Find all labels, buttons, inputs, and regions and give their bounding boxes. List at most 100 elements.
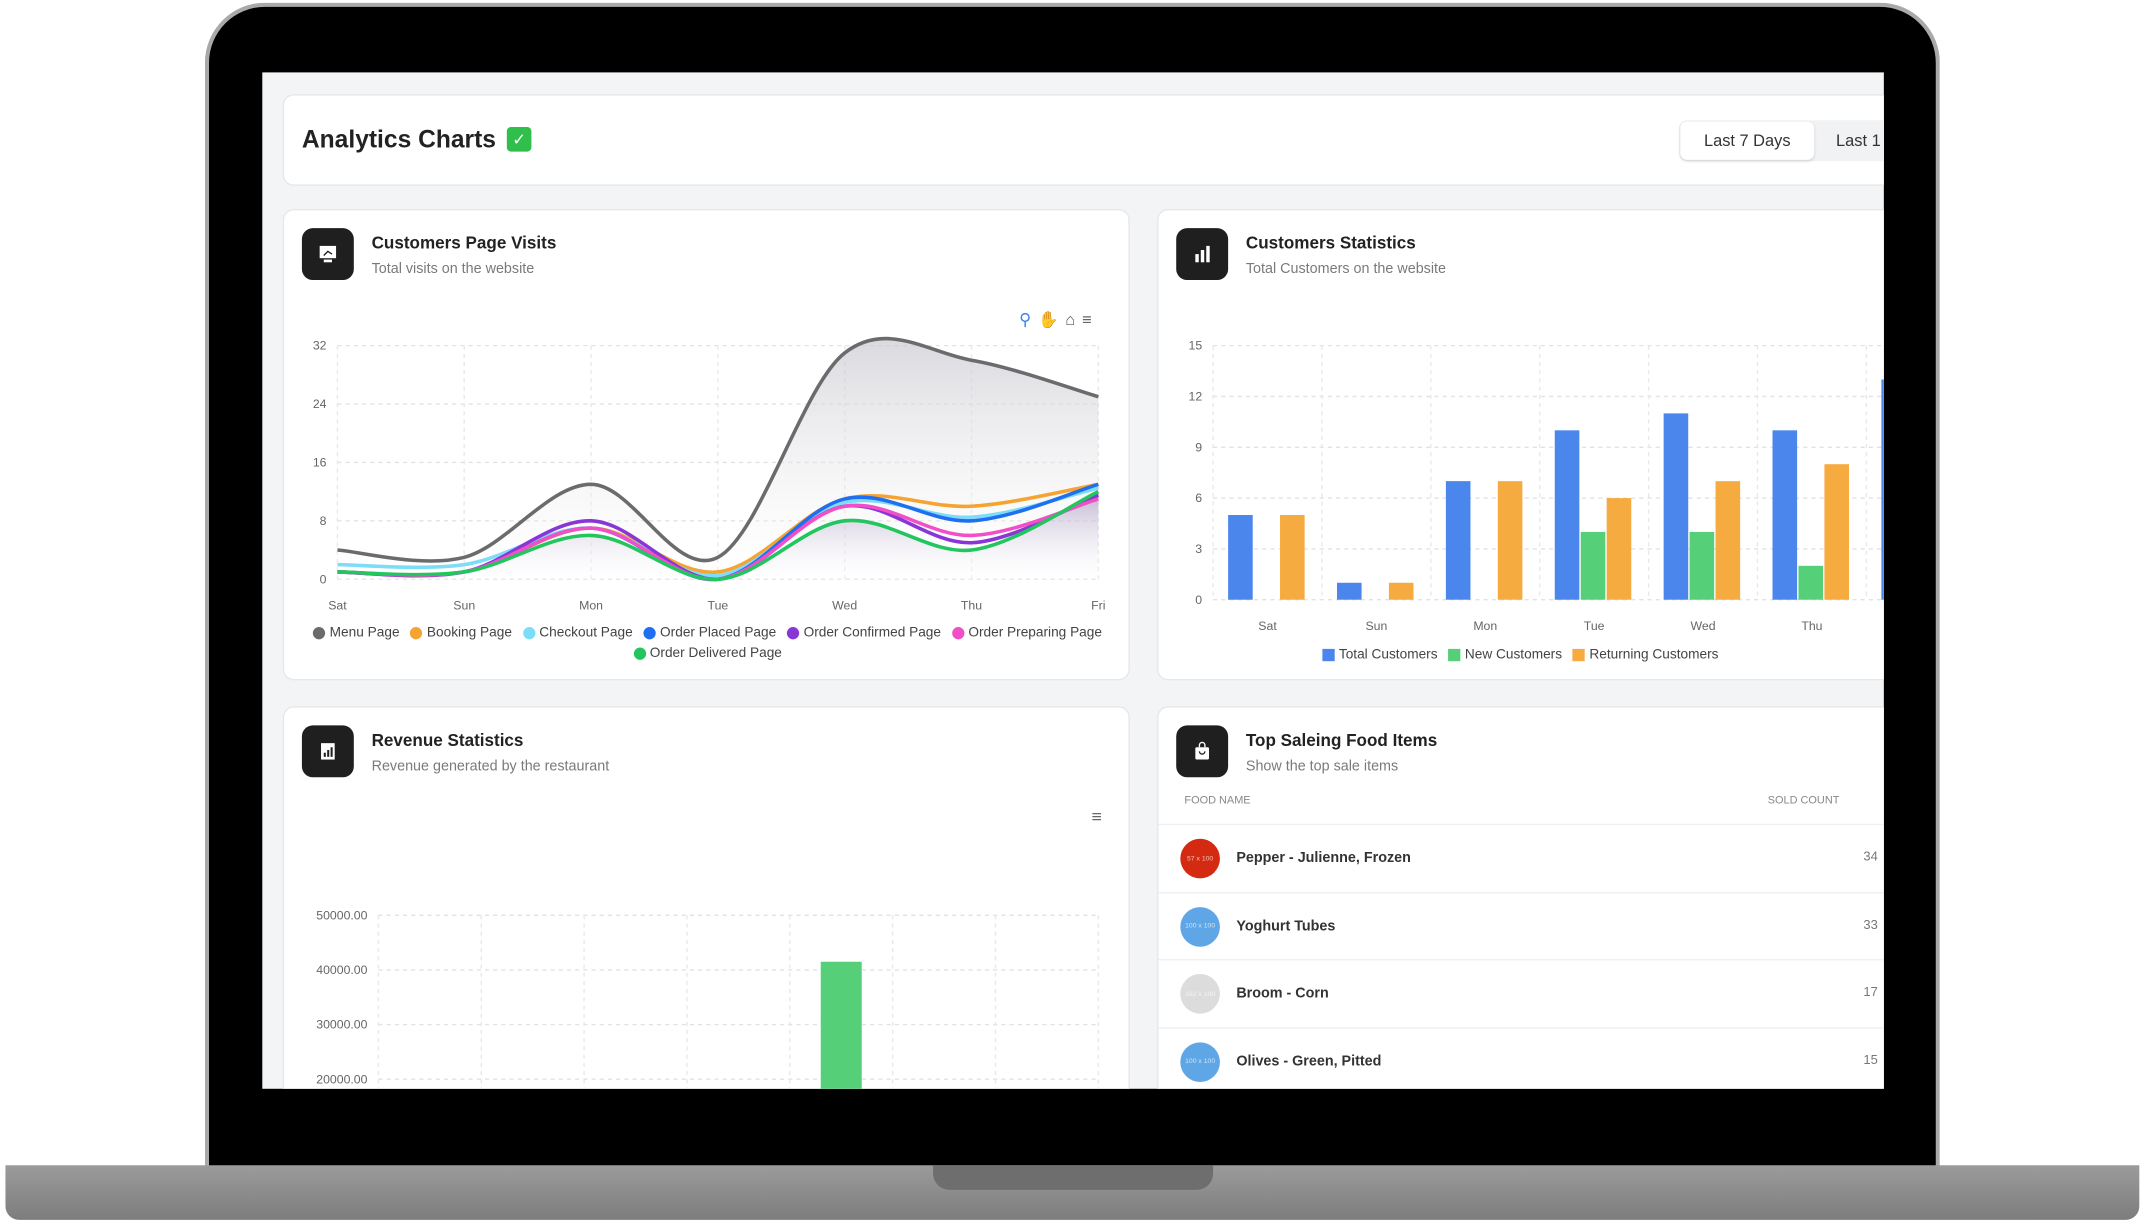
header-card: Analytics Charts ✓ Last 7 Days Last 1 [282, 94, 1884, 186]
legend-item[interactable]: Total Customers [1322, 647, 1438, 663]
bar-returning-customers [1388, 582, 1414, 600]
table-row[interactable]: 57 x 100 Pepper - Julienne, Frozen 34 [1158, 823, 1884, 892]
legend-item[interactable]: Order Confirmed Page [787, 623, 941, 643]
top-selling-items-card: Top Saleing Food Items Show the top sale… [1157, 706, 1884, 1089]
bar-total-customers [1772, 430, 1798, 600]
x-tick-label: Tue [708, 598, 729, 612]
legend-label: Checkout Page [539, 625, 633, 641]
y-tick-label: 0 [320, 572, 327, 586]
legend-item[interactable]: Returning Customers [1573, 648, 1718, 663]
food-image: 57 x 100 [1180, 838, 1220, 879]
series-line-order-delivered-page [337, 490, 1100, 582]
column-header-food-name: FOOD NAME [1184, 793, 1251, 806]
customers-legend: Total Customers New Customers Returning Cu… [1158, 643, 1882, 668]
x-tick-label: Mon [1473, 619, 1497, 633]
food-image: 100 x 100 [1180, 1041, 1220, 1082]
legend-label: Order Preparing Page [968, 625, 1102, 641]
x-tick-label: Thu [961, 598, 982, 612]
home-icon[interactable]: ⌂ [1065, 310, 1076, 330]
y-tick-label: 20000.00 [316, 1072, 367, 1086]
sold-count: 34 [1863, 849, 1878, 865]
series-line-menu-page [337, 336, 1099, 563]
y-tick-label: 40000.00 [316, 963, 367, 977]
legend-item[interactable]: Order Placed Page [643, 623, 777, 643]
x-tick-label: Sat [1258, 619, 1277, 633]
legend-marker [1573, 648, 1586, 662]
legend-marker [522, 627, 536, 640]
legend-marker [1322, 648, 1335, 662]
y-tick-label: 9 [1195, 440, 1202, 454]
zoom-icon[interactable]: ⚲ [1019, 310, 1032, 330]
table-row[interactable]: 100 x 100 Olives - Green, Pitted 15 [1158, 1026, 1884, 1089]
bar-returning-customers [1824, 464, 1850, 600]
food-name: Pepper - Julienne, Frozen [1236, 849, 1411, 867]
bar-returning-customers [1606, 498, 1632, 600]
legend-item[interactable]: Order Preparing Page [951, 623, 1102, 643]
bar-total-customers [1881, 379, 1884, 600]
y-tick-label: 30000.00 [316, 1018, 367, 1032]
y-tick-label: 8 [320, 514, 327, 528]
table-row[interactable]: 100 x 100 Yoghurt Tubes 33 [1158, 891, 1884, 959]
legend-marker [633, 647, 646, 660]
x-tick-label: Mon [579, 598, 603, 612]
legend-label: Order Placed Page [660, 625, 777, 641]
bar-total-customers [1554, 430, 1580, 600]
x-tick-label: Fri [1091, 598, 1105, 612]
series-line-checkout-page [337, 486, 1099, 578]
y-tick-label: 12 [1188, 390, 1202, 404]
x-tick-label: Wed [832, 598, 857, 612]
laptop-notch [933, 1165, 1214, 1190]
legend-item[interactable]: Order Delivered Page [633, 643, 782, 663]
table-row[interactable]: 162 x 100 Broom - Corn 17 [1158, 959, 1884, 1027]
food-name: Olives - Green, Pitted [1236, 1052, 1382, 1069]
legend-marker [643, 627, 656, 640]
legend-label: Order Delivered Page [649, 646, 782, 662]
sold-count: 17 [1863, 984, 1878, 1000]
y-tick-label: 0 [1195, 593, 1202, 607]
legend-label: Order Confirmed Page [803, 625, 942, 641]
card-subtitle: Total visits on the website [371, 260, 535, 278]
range-last-1[interactable]: Last 1 [1836, 131, 1881, 151]
visits-line-chart: 0 8 16 24 32 Sat Sun Mon Tue Wed Thu Fri [313, 336, 1106, 612]
menu-icon[interactable]: ≡ [1091, 805, 1102, 827]
food-image: 162 x 100 [1180, 974, 1220, 1014]
legend-item[interactable]: Checkout Page [522, 623, 633, 643]
bar-returning-customers [1280, 515, 1305, 600]
legend-label: Total Customers [1338, 647, 1438, 663]
menu-icon[interactable]: ≡ [1081, 310, 1092, 330]
legend-item[interactable]: New Customers [1448, 648, 1562, 663]
y-tick-label: 24 [313, 397, 327, 411]
food-name: Yoghurt Tubes [1236, 917, 1336, 934]
card-title: Top Saleing Food Items [1245, 730, 1438, 750]
legend-item[interactable]: Booking Page [410, 623, 512, 643]
revenue-statistics-card: Revenue Statistics Revenue generated by … [282, 706, 1130, 1089]
revenue-chart-icon [301, 725, 354, 778]
legend-marker [787, 627, 800, 640]
visits-legend: Menu Page Booking Page Checkout Page Order … [298, 623, 1118, 664]
card-title: Customers Page Visits [371, 233, 557, 253]
revenue-bar [820, 961, 862, 1089]
x-tick-label: Wed [1691, 619, 1716, 633]
presentation-chart-icon [301, 228, 354, 281]
customers-page-visits-card: Customers Page Visits Total visits on th… [282, 209, 1130, 681]
y-tick-label: 32 [313, 339, 327, 353]
bar-new-customers [1580, 531, 1606, 600]
bar-new-customers [1798, 565, 1824, 600]
card-subtitle: Total Customers on the website [1245, 260, 1447, 278]
x-tick-label: Sun [1365, 619, 1387, 633]
sold-count: 15 [1863, 1052, 1878, 1068]
legend-marker [313, 627, 326, 640]
y-tick-label: 6 [1195, 491, 1202, 505]
column-header-sold-count: SOLD COUNT [1767, 793, 1840, 806]
range-last-7-days[interactable]: Last 7 Days [1680, 121, 1815, 160]
bar-total-customers [1228, 515, 1253, 600]
card-subtitle: Revenue generated by the restaurant [371, 758, 610, 775]
x-tick-label: Tue [1584, 619, 1605, 633]
bar-total-customers [1445, 481, 1471, 600]
legend-marker [410, 627, 423, 640]
bar-chart-icon [1176, 228, 1229, 281]
page-title: Analytics Charts [301, 125, 496, 154]
legend-item[interactable]: Menu Page [313, 623, 400, 643]
pan-icon[interactable]: ✋ [1037, 310, 1059, 330]
